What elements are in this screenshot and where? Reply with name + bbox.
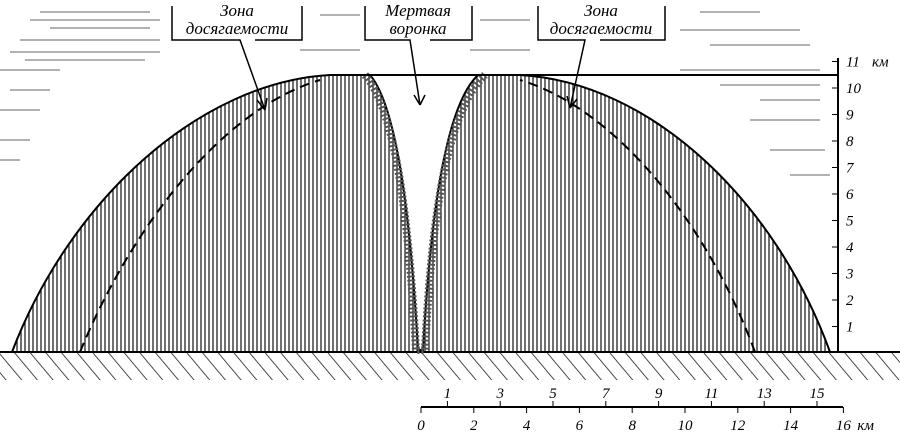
distance-tick-label: 13	[757, 386, 772, 402]
distance-tick-label: 16	[836, 418, 852, 434]
height-unit: км	[872, 55, 889, 71]
label-text: Мертвая	[384, 1, 451, 20]
height-tick-label: 8	[846, 134, 854, 150]
height-tick-label: 4	[846, 240, 854, 256]
distance-unit: км	[857, 418, 874, 434]
clouds	[0, 11, 830, 176]
dead-funnel	[361, 72, 488, 354]
distance-tick-label: 12	[730, 418, 746, 434]
height-tick-label: 3	[845, 267, 854, 283]
distance-tick-label: 6	[576, 418, 584, 434]
ground	[0, 352, 900, 380]
dashed-boundary	[79, 79, 321, 353]
distance-tick-label: 11	[704, 386, 718, 402]
height-tick-label: 6	[846, 187, 854, 203]
distance-tick-label: 5	[549, 386, 557, 402]
label-text: досягаемости	[550, 19, 652, 38]
label-text: Зона	[584, 1, 618, 20]
label-text: досягаемости	[186, 19, 288, 38]
distance-tick-label: 14	[783, 418, 799, 434]
distance-tick-label: 10	[678, 418, 694, 434]
dashed-boundary	[519, 79, 756, 353]
distance-tick-label: 4	[523, 418, 531, 434]
label-text: воронка	[389, 19, 446, 38]
height-tick-label: 7	[846, 161, 855, 177]
reach-zone	[10, 74, 832, 353]
distance-tick-label: 9	[655, 386, 663, 402]
distance-tick-label: 8	[628, 418, 636, 434]
distance-tick-label: 15	[810, 386, 826, 402]
distance-tick-label: 0	[417, 418, 425, 434]
callouts	[171, 6, 666, 111]
distance-tick-label: 7	[602, 386, 611, 402]
height-tick-label: 1	[846, 320, 854, 336]
label-text: Зона	[220, 1, 254, 20]
height-tick-label: 9	[846, 108, 854, 124]
height-tick-label: 10	[846, 81, 862, 97]
distance-tick-label: 1	[444, 386, 452, 402]
distance-tick-label: 3	[495, 386, 504, 402]
height-tick-label: 2	[846, 293, 854, 309]
height-tick-label: 5	[846, 214, 854, 230]
height-tick-label: 11	[846, 55, 860, 71]
distance-tick-label: 2	[470, 418, 478, 434]
